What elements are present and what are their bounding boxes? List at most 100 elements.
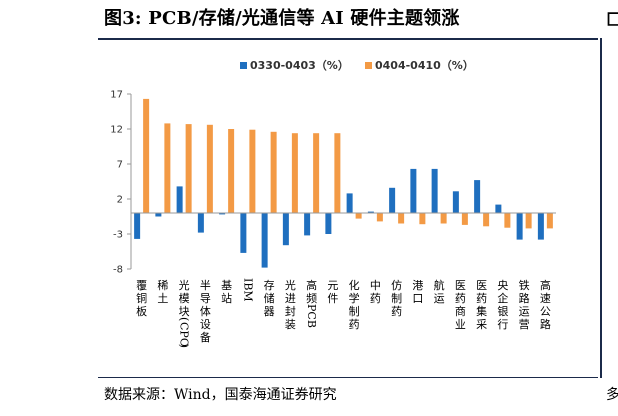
x-tick-label-char: 装 xyxy=(285,318,296,331)
x-tick-label-char: 器 xyxy=(264,305,275,318)
x-tick-label-char: 药 xyxy=(391,305,402,318)
x-tick-label-char: 运 xyxy=(519,305,530,318)
data-source-note: 数据来源：Wind，国泰海通证券研究 xyxy=(104,387,337,403)
top-rule xyxy=(98,38,598,40)
x-tick-label-char: 制 xyxy=(349,305,360,318)
x-tick-label-0: 覆铜板 xyxy=(136,279,147,318)
y-tick-label: 12 xyxy=(110,125,123,136)
x-tick-label-char: 集 xyxy=(476,304,487,318)
bar-series1-10 xyxy=(346,193,353,213)
x-tick-label-char: 高 xyxy=(306,278,317,292)
y-tick-label: 7 xyxy=(117,160,123,171)
x-tick-label-paren: ) xyxy=(178,344,191,348)
bar-series1-0 xyxy=(134,213,141,239)
x-tick-label-char: 运 xyxy=(434,292,445,305)
bar-series1-5 xyxy=(240,213,247,253)
bar-series1-1 xyxy=(155,213,162,217)
right-rule xyxy=(600,38,602,378)
x-tick-label-char: 覆 xyxy=(136,279,147,292)
bar-series2-17 xyxy=(504,213,511,228)
x-tick-label-char: 高 xyxy=(540,278,551,292)
x-tick-label-char: 板 xyxy=(136,304,147,318)
x-tick-label-13: 港口 xyxy=(412,279,423,305)
x-tick-label-char: 学 xyxy=(349,291,360,305)
bar-series2-12 xyxy=(398,213,405,224)
bar-series1-14 xyxy=(431,168,438,213)
legend-label-2: 0404-0410（%） xyxy=(375,59,474,72)
bar-series2-8 xyxy=(313,133,320,213)
bar-series2-18 xyxy=(525,213,532,229)
x-tick-label-char: 件 xyxy=(327,292,338,305)
bar-series2-4 xyxy=(228,129,235,213)
x-tick-label-6: 存储器 xyxy=(264,278,275,318)
bar-series2-7 xyxy=(291,133,298,213)
x-tick-label-char: 导 xyxy=(200,292,211,305)
bar-series2-3 xyxy=(206,124,213,213)
bar-series1-13 xyxy=(410,168,417,213)
x-tick-label-char: 备 xyxy=(200,330,211,344)
y-axis: 17 12 7 2 -3 -8 xyxy=(110,90,132,276)
x-tick-label-char: 铁 xyxy=(519,279,530,292)
bar-series1-16 xyxy=(474,180,481,213)
x-tick-label-char: 采 xyxy=(476,318,487,331)
bar-series2-2 xyxy=(185,124,192,213)
x-tick-label-char: 药 xyxy=(349,318,360,331)
bar-series2-5 xyxy=(249,129,256,213)
x-tick-label-char: 港 xyxy=(412,279,423,292)
x-tick-label-char: 光 xyxy=(285,278,296,292)
bar-series1-3 xyxy=(197,213,204,233)
x-tick-label-char: 光 xyxy=(179,278,190,292)
bars xyxy=(134,98,553,268)
x-tick-label-1: 稀土 xyxy=(157,279,168,305)
x-tick-label-char: 基 xyxy=(221,279,232,292)
bar-series2-16 xyxy=(483,213,490,227)
x-tick-label-char: 半 xyxy=(200,278,211,292)
x-tick-label-char: 路 xyxy=(540,318,551,331)
bar-series1-15 xyxy=(452,191,459,213)
bar-series1-8 xyxy=(304,213,311,236)
bar-series2-1 xyxy=(164,123,171,213)
legend-label-1: 0330-0403（%） xyxy=(250,59,349,72)
x-tick-label-char: 航 xyxy=(434,278,445,292)
x-tick-label-char: 业 xyxy=(455,318,466,331)
x-tick-label-run: CPO xyxy=(178,322,191,347)
figure-title: 图3: PCB/存储/光通信等 AI 硬件主题领涨 xyxy=(104,8,460,29)
bar-series2-9 xyxy=(334,133,341,213)
x-tick-label-char: 进 xyxy=(285,292,296,305)
x-tick-label-2: 光模块(CPO) xyxy=(178,278,191,348)
x-tick-label-4: 基站 xyxy=(221,279,232,305)
bar-series1-6 xyxy=(261,213,268,268)
x-tick-label-char: 速 xyxy=(540,292,551,305)
x-tick-label-char: 口 xyxy=(412,292,423,305)
x-tick-label-char: 行 xyxy=(497,318,508,331)
x-tick-label-char: 药 xyxy=(370,292,381,305)
edge-glyph-top: 匚 xyxy=(606,10,618,29)
x-tick-label-char: 中 xyxy=(370,279,381,292)
x-tick-label-char: 药 xyxy=(455,292,466,305)
x-tick-label-char: 营 xyxy=(519,317,530,331)
bar-series1-11 xyxy=(367,211,374,213)
x-tick-label-run: IBM xyxy=(241,278,254,302)
x-tick-label-char: 制 xyxy=(391,292,402,305)
x-tick-label-char: 封 xyxy=(285,304,296,318)
bar-series2-0 xyxy=(143,98,150,213)
bar-series1-4 xyxy=(219,213,226,215)
x-tick-label-char: 化 xyxy=(349,278,360,292)
x-tick-label-char: 央 xyxy=(497,279,508,292)
y-tick-label: 17 xyxy=(110,90,123,101)
bar-series1-19 xyxy=(537,213,544,240)
legend-swatch-2 xyxy=(365,62,372,69)
legend: 0330-0403（%） 0404-0410（%） xyxy=(240,59,474,72)
y-tick-label: 2 xyxy=(117,195,123,206)
x-tick-label-char: 土 xyxy=(157,292,168,305)
